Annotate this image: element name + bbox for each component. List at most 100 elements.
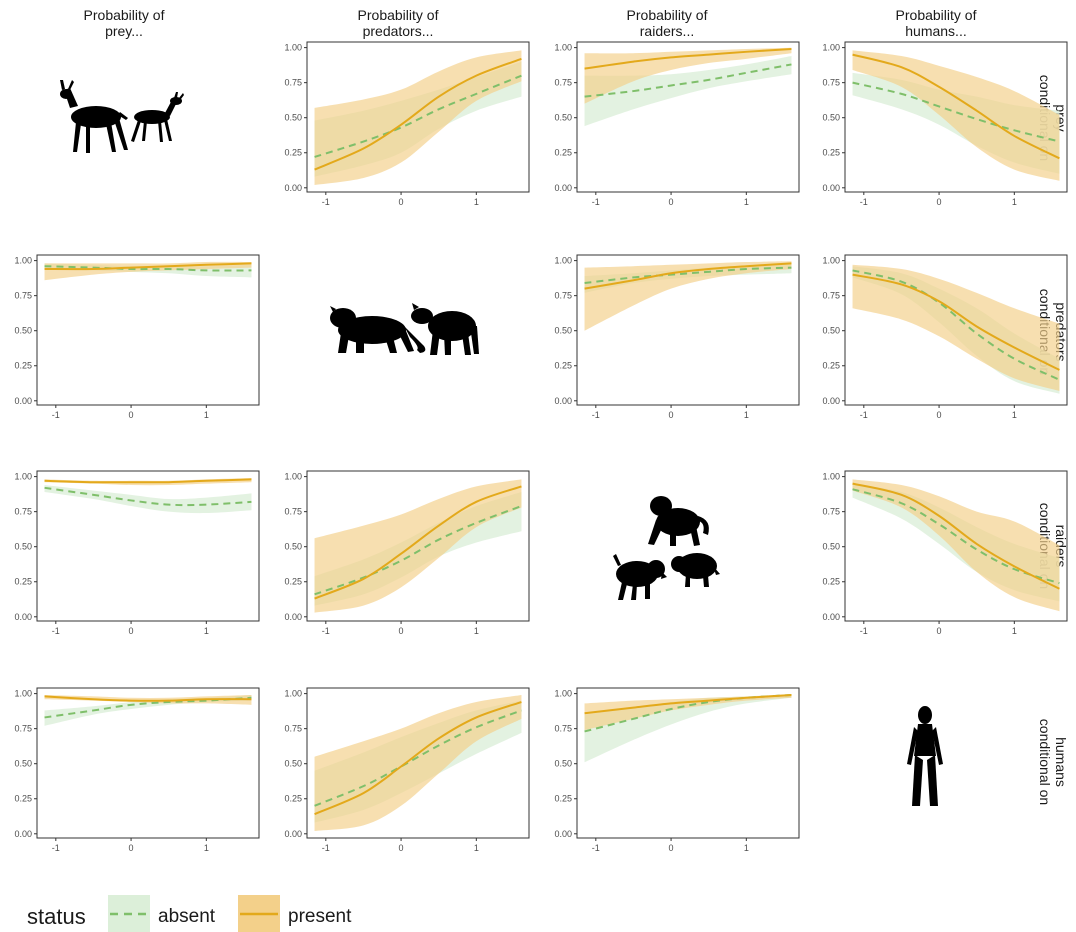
y-tick-label: 1.00 — [14, 256, 32, 266]
x-tick-label: -1 — [52, 843, 60, 853]
panel-border — [36, 254, 260, 406]
y-tick-label: 1.00 — [554, 256, 572, 266]
line-present — [314, 485, 522, 600]
panel-border — [844, 254, 1068, 406]
line-present — [44, 262, 252, 271]
panel-border — [576, 41, 800, 193]
panel-border — [36, 687, 260, 839]
panels: 0.00 0.25 0.50 0.75 1.00 -1 0 1 0.00 0.25 0.50 0.75… — [14, 41, 1068, 853]
y-tick-label: 0.00 — [14, 829, 32, 839]
y-tick-label: 1.00 — [284, 472, 302, 482]
y-tick-label: 0.75 — [822, 291, 840, 301]
col-title-raiders-line2: raiders... — [640, 23, 694, 39]
big-cat-and-hyena-silhouette-icon — [330, 303, 479, 355]
ribbon-present — [314, 479, 522, 613]
ribbon-present — [314, 695, 522, 831]
y-tick-label: 0.25 — [14, 794, 32, 804]
panel-raiders-given-prey: 0.00 0.25 0.50 0.75 1.00 -1 0 1 — [554, 41, 800, 207]
x-tick-label: -1 — [592, 197, 600, 207]
line-present — [584, 694, 792, 715]
y-tick-label: 0.75 — [554, 291, 572, 301]
ribbon-present — [852, 50, 1060, 181]
y-tick-label: 0.00 — [822, 183, 840, 193]
y-tick-label: 0.50 — [284, 759, 302, 769]
legend-label-absent: absent — [158, 906, 216, 927]
y-tick-label: 0.25 — [14, 577, 32, 587]
y-tick-label: 0.50 — [14, 542, 32, 552]
line-present — [44, 695, 252, 702]
line-absent — [314, 505, 522, 596]
y-tick-label: 0.50 — [822, 542, 840, 552]
line-present — [852, 53, 1060, 160]
x-tick-label: 0 — [129, 626, 134, 636]
y-tick-label: 0.75 — [284, 507, 302, 517]
col-title-predators-line1: Probability of — [358, 7, 439, 23]
panel-predators-given-raiders: 0.00 0.25 0.50 0.75 1.00 -1 0 1 — [284, 470, 530, 636]
y-tick-label: 0.75 — [822, 507, 840, 517]
y-tick-label: 0.25 — [554, 361, 572, 371]
panel-border — [576, 254, 800, 406]
y-tick-label: 1.00 — [554, 43, 572, 53]
y-tick-label: 0.75 — [554, 724, 572, 734]
y-tick-label: 0.75 — [14, 724, 32, 734]
panel-predators-given-humans: 0.00 0.25 0.50 0.75 1.00 -1 0 1 — [284, 687, 530, 853]
y-tick-label: 0.50 — [554, 759, 572, 769]
x-tick-label: 1 — [744, 197, 749, 207]
panel-raiders-given-humans: 0.00 0.25 0.50 0.75 1.00 -1 0 1 — [554, 687, 800, 853]
y-tick-label: 0.25 — [822, 577, 840, 587]
panel-border — [306, 470, 530, 622]
x-tick-label: 0 — [669, 197, 674, 207]
y-tick-label: 0.75 — [284, 724, 302, 734]
ribbon-present — [314, 50, 522, 185]
y-tick-label: 0.25 — [822, 361, 840, 371]
ribbon-present — [852, 479, 1060, 612]
x-tick-label: -1 — [860, 410, 868, 420]
x-tick-label: 1 — [474, 843, 479, 853]
panel-humans-given-prey: 0.00 0.25 0.50 0.75 1.00 -1 0 1 — [822, 41, 1068, 207]
col-title-humans-line1: Probability of — [896, 7, 977, 23]
line-absent — [314, 74, 522, 158]
y-tick-label: 0.50 — [554, 113, 572, 123]
y-tick-label: 1.00 — [822, 43, 840, 53]
panel-prey-given-humans: 0.00 0.25 0.50 0.75 1.00 -1 0 1 — [14, 687, 260, 853]
x-tick-label: 1 — [744, 843, 749, 853]
y-tick-label: 0.25 — [284, 148, 302, 158]
y-tick-label: 0.00 — [284, 612, 302, 622]
panel-border — [844, 470, 1068, 622]
x-tick-label: 1 — [204, 843, 209, 853]
line-present — [314, 57, 522, 171]
y-tick-label: 0.25 — [554, 794, 572, 804]
panel-humans-given-predators: 0.00 0.25 0.50 0.75 1.00 -1 0 1 — [822, 254, 1068, 420]
y-tick-label: 0.75 — [14, 507, 32, 517]
col-title-prey-line1: Probability of — [84, 7, 165, 23]
ribbon-present — [852, 264, 1060, 391]
x-tick-label: -1 — [322, 843, 330, 853]
column-titles: Probability of prey... Probability of pr… — [84, 7, 977, 39]
x-tick-label: 1 — [204, 410, 209, 420]
ribbon-absent — [44, 485, 252, 514]
x-tick-label: 1 — [474, 197, 479, 207]
x-tick-label: 0 — [399, 626, 404, 636]
y-tick-label: 0.00 — [554, 829, 572, 839]
col-title-raiders-line1: Probability of — [627, 7, 708, 23]
x-tick-label: 0 — [937, 626, 942, 636]
row-title-humans-line2: humans — [1053, 737, 1069, 787]
y-tick-label: 0.75 — [822, 78, 840, 88]
x-tick-label: 1 — [204, 626, 209, 636]
x-tick-label: -1 — [52, 626, 60, 636]
y-tick-label: 0.00 — [284, 829, 302, 839]
line-absent — [852, 488, 1060, 585]
y-tick-label: 1.00 — [822, 472, 840, 482]
y-tick-label: 0.00 — [284, 183, 302, 193]
y-tick-label: 1.00 — [14, 689, 32, 699]
y-tick-label: 1.00 — [284, 689, 302, 699]
y-tick-label: 0.25 — [284, 794, 302, 804]
panel-prey-given-raiders: 0.00 0.25 0.50 0.75 1.00 -1 0 1 — [14, 470, 260, 636]
x-tick-label: 0 — [669, 410, 674, 420]
x-tick-label: -1 — [860, 197, 868, 207]
y-tick-label: 0.50 — [14, 759, 32, 769]
y-tick-label: 0.50 — [284, 113, 302, 123]
y-tick-label: 0.75 — [14, 291, 32, 301]
y-tick-label: 1.00 — [554, 689, 572, 699]
